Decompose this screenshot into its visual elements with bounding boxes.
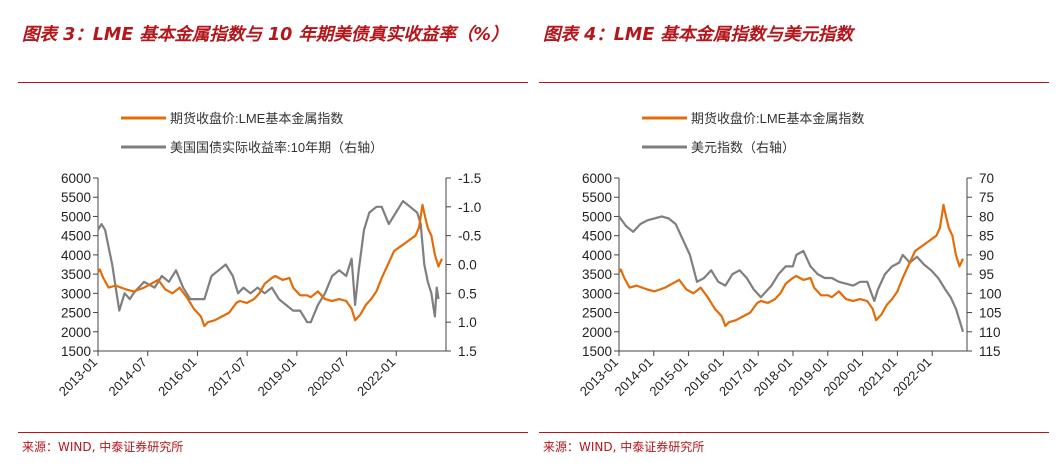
right-tick-label: 1.0 [458,315,477,330]
series-line-lme [618,203,965,328]
series-line-secondary [97,199,440,324]
right-tick-label: 85 [979,229,994,244]
left-tick-label: 4500 [582,229,612,244]
right-tick-label: 1.5 [458,344,477,359]
left-tick-label: 3500 [61,267,91,282]
right-tick-label: -1.0 [458,200,481,215]
left-tick-label: 2000 [582,325,612,340]
left-tick-label: 4500 [61,229,91,244]
chart-source: 来源：WIND, 中泰证券研究所 [543,440,705,454]
left-tick-label: 5000 [582,209,612,224]
right-tick-label: 90 [979,248,994,263]
left-tick-label: 3500 [582,267,612,282]
footer-rule [539,432,1049,433]
right-tick-label: 115 [979,344,1001,359]
chart-panel-4: 图表 4：LME 基本金属指数与美元指数 期货收盘价:LME基本金属指数 美元指数… [539,0,1061,473]
right-tick-label: -1.5 [458,171,481,186]
x-tick-label: 2014-07 [105,355,149,399]
chart-title: 图表 3：LME 基本金属指数与 10 年期美债真实收益率（%） [22,25,509,45]
left-tick-label: 5500 [582,190,612,205]
right-tick-label: 75 [979,190,994,205]
right-tick-label: 0.5 [458,286,477,301]
x-tick-label: 2016-01 [155,355,199,399]
series-line-lme [97,203,444,328]
legend-label: 期货收盘价:LME基本金属指数 [170,111,343,126]
left-tick-label: 3000 [61,286,91,301]
chart-panel-3: 图表 3：LME 基本金属指数与 10 年期美债真实收益率（%） 期货收盘价:L… [18,0,540,473]
right-tick-label: 80 [979,209,994,224]
right-tick-label: 0.0 [458,258,477,273]
left-tick-label: 2500 [582,306,612,321]
left-tick-label: 2500 [61,306,91,321]
right-tick-label: 70 [979,171,994,186]
x-tick-label: 2013-01 [56,355,100,399]
left-tick-label: 5000 [61,209,91,224]
left-tick-label: 4000 [582,248,612,263]
x-tick-label: 2022-01 [890,355,934,399]
left-tick-label: 6000 [582,171,612,186]
chart-source: 来源：WIND, 中泰证券研究所 [22,440,184,454]
x-tick-label: 2017-07 [205,355,249,399]
right-tick-label: 110 [979,325,1001,340]
right-tick-label: 105 [979,306,1002,321]
left-tick-label: 3000 [582,286,612,301]
x-tick-label: 2022-01 [354,355,398,399]
title-rule [539,82,1049,83]
left-tick-label: 5500 [61,190,91,205]
left-tick-label: 2000 [61,325,91,340]
title-rule [18,82,528,83]
left-tick-label: 6000 [61,171,91,186]
left-tick-label: 4000 [61,248,91,263]
x-tick-label: 2019-01 [255,355,299,399]
x-tick-label: 2020-07 [304,355,348,399]
chart-title: 图表 4：LME 基本金属指数与美元指数 [543,25,853,45]
right-tick-label: -0.5 [458,229,481,244]
series-line-secondary [618,215,965,333]
left-tick-label: 1500 [61,344,91,359]
right-tick-label: 100 [979,286,1002,301]
footer-rule [18,432,528,433]
legend-label: 期货收盘价:LME基本金属指数 [691,111,864,126]
legend-label: 美国国债实际收益率:10年期（右轴） [170,140,383,155]
left-tick-label: 1500 [582,344,612,359]
legend-label: 美元指数（右轴） [691,140,795,155]
right-tick-label: 95 [979,267,994,282]
